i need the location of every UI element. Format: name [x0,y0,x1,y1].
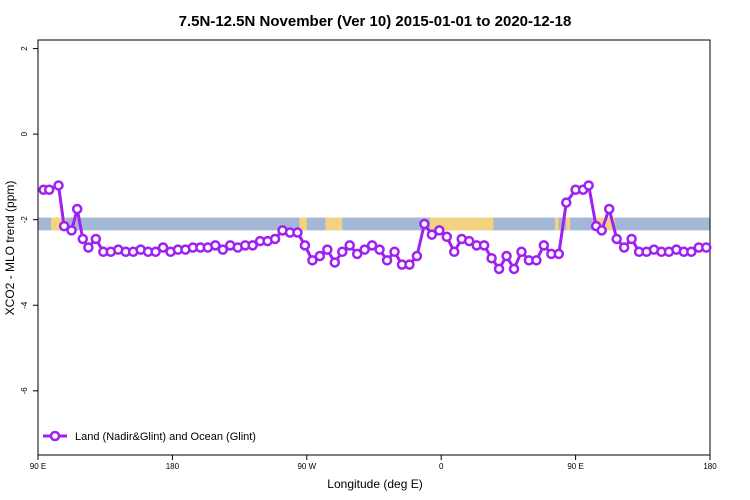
data-point-60 [478,240,490,251]
data-point-65 [516,246,527,258]
data-point-77 [603,203,615,215]
data-point-46 [374,244,385,255]
y-tick-label-1: 0 [20,131,29,136]
data-point-48 [389,246,400,258]
y-tick-label-4: -6 [20,387,29,395]
y-axis: 2 0 -2 -4 -6 [20,46,38,395]
data-point-3 [58,220,70,232]
x-tick-label-5: 180 [703,462,717,471]
legend: Land (Nadir&Glint) and Ocean (Glint) [43,430,256,443]
data-point-67 [531,255,542,266]
data-point-29 [247,240,258,251]
data-point-38 [314,250,326,262]
data-point-53 [426,229,438,240]
data-point-5 [71,203,83,215]
land-band-segment-2 [325,217,343,231]
land-band-segment-3 [430,217,494,231]
data-point-25 [217,244,229,255]
y-tick-label-3: -4 [20,301,29,309]
data-point-70 [553,248,565,260]
data-point-88 [686,246,697,258]
data-point-24 [210,240,221,251]
data-point-32 [269,233,281,245]
data-point-40 [329,257,341,268]
data-point-62 [493,263,505,275]
land-band-segment-4 [555,217,559,231]
data-point-37 [307,255,318,266]
data-point-44 [359,244,370,255]
data-point-45 [366,240,378,251]
data-point-39 [322,244,333,255]
ocean-band [38,217,710,231]
data-point-36 [299,240,311,251]
data-point-43 [351,248,363,260]
x-tick-label-0: 90 E [30,462,46,471]
data-point-8 [90,233,102,245]
series-land-ocean [38,180,712,275]
ocean-land-band [38,217,710,231]
data-point-6 [77,233,89,245]
data-point-58 [463,235,475,247]
data-point-71 [561,197,572,208]
data-point-56 [449,246,460,258]
x-axis-label: Longitude (deg E) [327,477,422,491]
y-axis-label: XCO2 - MLO trend (ppm) [3,181,17,316]
y-tick-label-2: -2 [20,216,29,224]
data-point-68 [538,240,550,251]
data-point-50 [404,259,415,270]
chart-title: 7.5N-12.5N November (Ver 10) 2015-01-01 … [179,13,572,30]
data-point-61 [486,252,497,264]
y-tick-label-0: 2 [20,46,29,51]
data-point-64 [508,263,520,275]
data-point-76 [596,225,607,236]
x-axis: 90 E 180 90 W 0 90 E 180 [30,455,717,471]
data-point-55 [441,231,453,243]
data-point-41 [337,246,348,258]
x-tick-label-2: 90 W [297,462,316,471]
data-point-1 [43,184,55,195]
data-point-17 [157,242,169,253]
data-point-79 [618,242,630,253]
data-point-2 [53,180,64,191]
land-band-segment-5 [566,217,570,231]
legend-label: Land (Nadir&Glint) and Ocean (Glint) [75,431,256,443]
data-point-74 [583,180,594,191]
data-point-7 [83,242,94,253]
x-tick-label-1: 180 [166,462,180,471]
data-point-4 [66,225,77,236]
data-point-47 [381,255,393,266]
x-tick-label-4: 90 E [567,462,583,471]
land-band-segment-1 [299,217,307,231]
data-point-54 [434,225,445,236]
legend-marker-swatch [49,430,61,442]
data-point-16 [150,246,161,258]
data-point-78 [611,233,622,245]
data-point-35 [292,227,303,238]
data-point-90 [701,242,712,253]
data-point-51 [411,250,423,262]
data-point-63 [501,250,512,262]
x-tick-label-3: 0 [439,462,444,471]
data-point-80 [626,233,637,245]
data-point-52 [419,218,430,230]
data-point-42 [344,240,355,251]
